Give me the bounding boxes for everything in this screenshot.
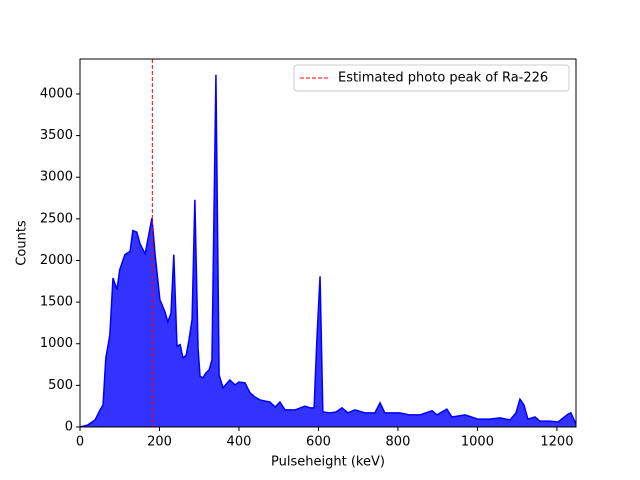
legend: Estimated photo peak of Ra-226 bbox=[293, 64, 570, 92]
y-tick-label: 0 bbox=[65, 420, 73, 435]
y-tick-label: 3500 bbox=[40, 128, 73, 143]
x-axis-label: Pulseheight (keV) bbox=[271, 455, 385, 470]
plot-frame bbox=[79, 58, 577, 428]
x-tick-label: 400 bbox=[227, 435, 252, 450]
y-tick-label: 1500 bbox=[40, 295, 73, 310]
y-tick-label: 1000 bbox=[40, 336, 73, 351]
x-tick-label: 1200 bbox=[540, 435, 573, 450]
x-tick-label: 0 bbox=[76, 435, 84, 450]
x-tick-label: 800 bbox=[386, 435, 411, 450]
legend-box bbox=[293, 64, 570, 92]
line bbox=[79, 74, 577, 428]
x-tick-label: 600 bbox=[306, 435, 331, 450]
x-tick-label: 1000 bbox=[461, 435, 494, 450]
y-tick-label: 3000 bbox=[40, 170, 73, 185]
y-tick-label: 2500 bbox=[40, 211, 73, 226]
legend-label: Estimated photo peak of Ra-226 bbox=[338, 71, 548, 86]
y-tick-label: 500 bbox=[48, 378, 73, 393]
x-tick-label: 200 bbox=[147, 435, 172, 450]
y-axis-label: Counts bbox=[15, 220, 30, 266]
y-tick-label: 4000 bbox=[40, 86, 73, 101]
y-tick-label: 2000 bbox=[40, 253, 73, 268]
area bbox=[80, 74, 576, 428]
